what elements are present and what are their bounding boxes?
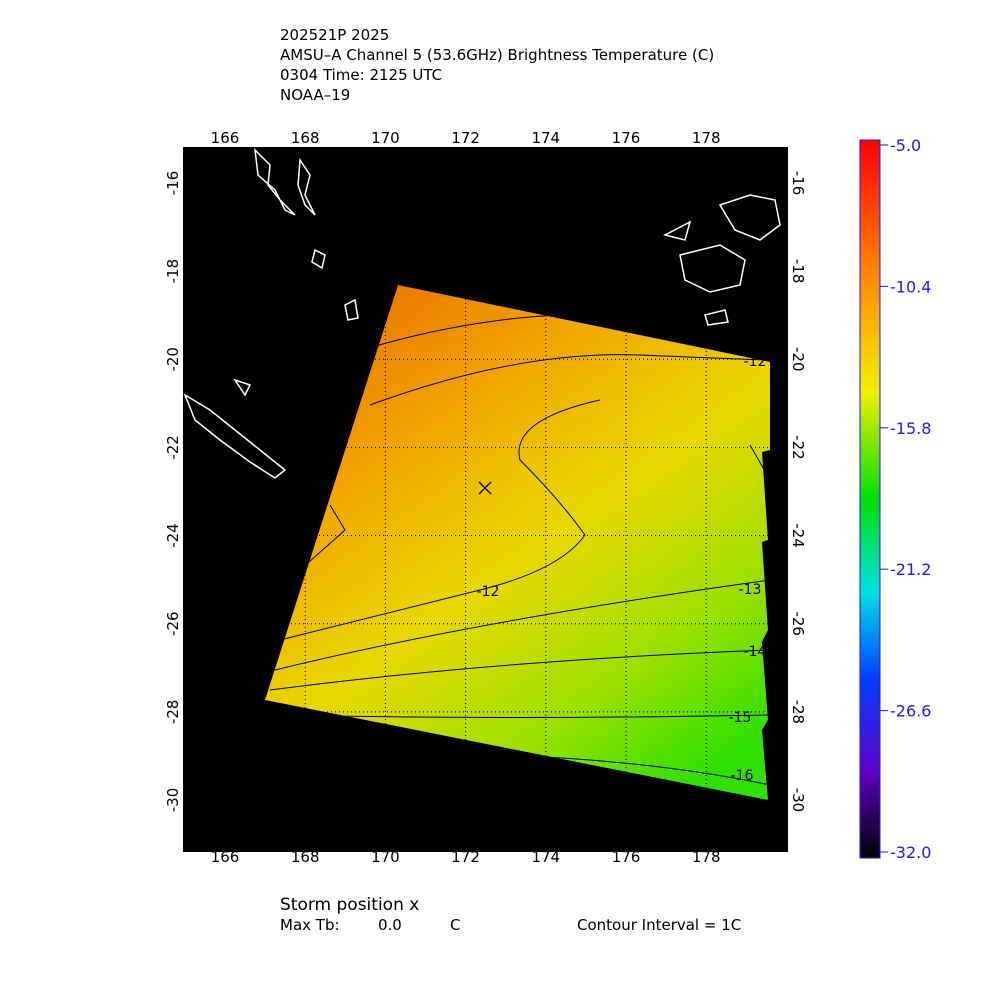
header-line: NOAA–19 [280,86,350,104]
contour-label: -12 [477,584,500,600]
contour-interval: Contour Interval = 1C [577,916,741,934]
lat-tick-label: -30 [164,788,182,813]
lon-tick-label: 174 [531,848,560,866]
lon-tick-label: 178 [692,129,721,147]
contour-label: -13 [739,582,762,598]
lat-tick-label: -30 [789,788,807,813]
lat-tick-label: -26 [164,611,182,636]
contours [269,314,770,786]
lat-tick-label: -24 [789,523,807,548]
lat-tick-label: -16 [164,171,182,196]
colorbar-label: -21.2 [890,560,931,579]
lon-tick-label: 174 [531,129,560,147]
lat-tick-label: -18 [164,259,182,284]
lon-tick-label: 172 [451,848,480,866]
storm-position [478,481,492,495]
lon-tick-label: 176 [612,129,641,147]
header-line: 0304 Time: 2125 UTC [280,66,442,84]
lon-tick-label: 168 [291,848,320,866]
lat-tick-label: -22 [164,435,182,460]
lon-tick-label: 166 [211,129,240,147]
coastlines [183,147,781,479]
contour-label: -12 [744,354,767,370]
lat-tick-label: -18 [789,259,807,284]
header-line: AMSU–A Channel 5 (53.6GHz) Brightness Te… [280,46,714,64]
lon-tick-label: 172 [451,129,480,147]
max-label: Max Tb: [280,916,340,934]
lat-tick-label: -28 [164,700,182,725]
max-unit: C [450,916,460,934]
colorbar-label: -32.0 [890,843,931,862]
max-value: 0.0 [378,916,402,934]
colorbar-label: -15.8 [890,419,931,438]
lat-tick-label: -24 [164,523,182,548]
lon-tick-label: 170 [371,129,400,147]
contour-label: -16 [731,768,754,784]
lon-tick-label: 178 [692,848,721,866]
lat-tick-label: -16 [789,171,807,196]
lat-tick-label: -26 [789,611,807,636]
lon-tick-label: 170 [371,848,400,866]
lat-tick-label: -20 [164,347,182,372]
colorbar [859,139,881,859]
storm-note: Storm position x [280,895,419,915]
colorbar-label: -26.6 [890,702,931,721]
colorbar-label: -10.4 [890,277,931,296]
contour-label: -14 [744,644,767,660]
swath [265,285,770,800]
lon-tick-label: 176 [612,848,641,866]
lat-tick-label: -22 [789,435,807,460]
lon-tick-label: 166 [211,848,240,866]
contour-label: -15 [729,710,752,726]
colorbar-label: -5.0 [890,136,921,155]
lat-tick-label: -28 [789,700,807,725]
lat-tick-label: -20 [789,347,807,372]
lon-tick-label: 168 [291,129,320,147]
header-line: 202521P 2025 [280,26,389,44]
